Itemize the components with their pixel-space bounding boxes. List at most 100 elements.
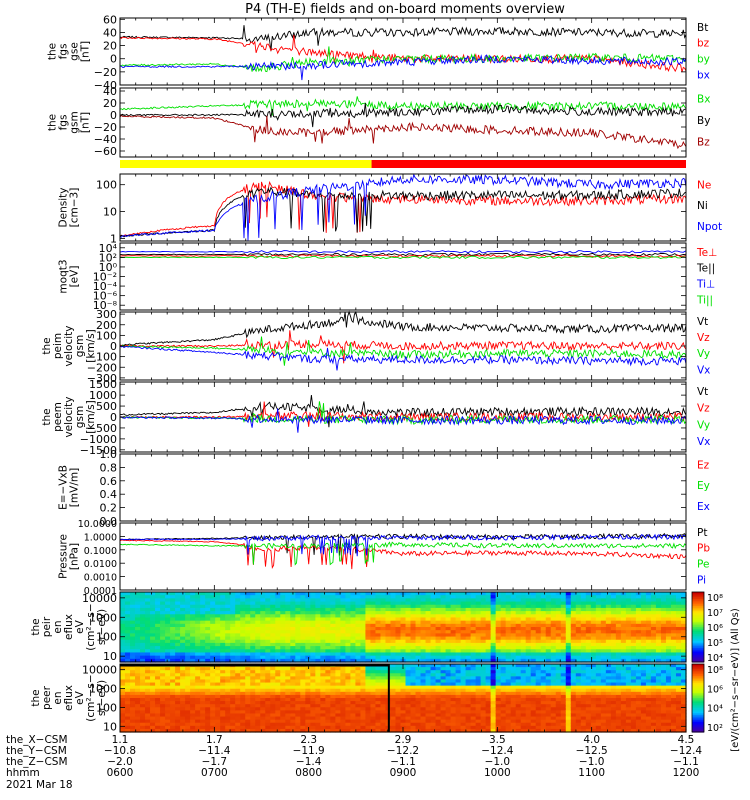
ylabel-line: gse xyxy=(69,42,81,61)
xaxis-tick-hour: 1100 xyxy=(578,767,605,779)
xaxis-tick-z: −1.0 xyxy=(485,756,511,768)
ytick-label: 10⁻² xyxy=(93,271,117,284)
xaxis-tick-y: −11.4 xyxy=(198,745,230,757)
legend-pressure-pt: Pt xyxy=(697,527,707,539)
legend-density-ni: Ni xyxy=(697,200,708,212)
ylabel-line: (cm²−s− xyxy=(85,603,97,650)
ytick-label: 10⁻⁶ xyxy=(93,290,118,303)
ytick-label: 100 xyxy=(96,631,117,644)
ytick-label: 0 xyxy=(110,411,117,424)
ylabel-line: [nPa] xyxy=(69,543,81,570)
legend-efield-ez: Ez xyxy=(697,459,710,471)
panel-frame xyxy=(119,242,687,311)
peer-spec-image xyxy=(120,664,687,733)
ylabel-line: peir xyxy=(41,616,53,637)
legend-efield-ex: Ex xyxy=(697,501,710,513)
panel-frame xyxy=(119,522,687,591)
ylabel-line: the xyxy=(41,408,53,425)
panel-pressure: 10.00001.00000.10000.01000.00100.0001Pre… xyxy=(58,519,711,597)
ylabel-line: the xyxy=(30,689,42,706)
ylabel-density: Density [cm−3] xyxy=(58,188,81,228)
xaxis-tick-z: −1.1 xyxy=(673,756,699,768)
ytick-label: 100 xyxy=(96,329,117,342)
xaxis-tick-y: −11.9 xyxy=(293,745,325,757)
colorbar-tick: 10⁶ xyxy=(707,684,723,695)
ytick-label: 0.6 xyxy=(100,475,118,488)
xaxis-row-label: the_X−CSM xyxy=(6,734,68,746)
ytick-label: 0.4 xyxy=(100,488,118,501)
series-temperature-0 xyxy=(119,250,687,254)
colorbar-tick: 10² xyxy=(707,723,723,734)
ylabel-line: [mV/m] xyxy=(69,468,81,507)
xaxis-tick-x: 3.5 xyxy=(489,734,506,746)
legend-peem-velocity-vz: Vz xyxy=(697,403,710,415)
colorbar-0 xyxy=(691,591,705,663)
ylabel-peer-spec: the peer en eflux eV (cm²−s− sr−eV) xyxy=(30,674,108,721)
xaxis-tick-x: 4.5 xyxy=(678,734,695,746)
ylabel-line: eflux xyxy=(63,685,75,711)
xaxis-row-label: the_Y−CSM xyxy=(6,745,67,757)
ytick-label: −500 xyxy=(87,422,117,435)
ytick-label: 10² xyxy=(99,251,117,264)
ytick-label: 300 xyxy=(96,308,117,321)
ytick-label: 10 xyxy=(103,206,117,219)
xaxis-tick-hour: 0900 xyxy=(390,767,417,779)
ytick-label: 10 xyxy=(103,650,117,663)
xaxis-tick-y: −12.4 xyxy=(670,745,702,757)
ytick-label: 1000 xyxy=(89,683,117,696)
xaxis-tick-hour: 0600 xyxy=(107,767,134,779)
ylabel-temperature: moqt3 [eV] xyxy=(58,259,81,293)
ytick-label: 1000 xyxy=(89,611,117,624)
legend-peim-velocity-vx: Vx xyxy=(697,364,710,376)
panel-frame xyxy=(119,17,687,86)
ylabel-fgs-gse: the fgs gse [nT] xyxy=(47,41,92,62)
ytick-label: 0.2 xyxy=(100,502,118,515)
ylabel-line: E=−VxB xyxy=(58,465,70,510)
ylabel-line: Pressure xyxy=(58,534,70,579)
xaxis-tick-z: −1.4 xyxy=(296,756,322,768)
colorbar-tick: 10⁶ xyxy=(707,623,723,634)
ytick-label: 0.0100 xyxy=(84,559,117,570)
series-fgs-gsm-bz xyxy=(119,114,687,150)
xaxis-tick-x: 4.0 xyxy=(583,734,600,746)
legend-fgs-gse-bz: bz xyxy=(697,38,710,50)
ylabel-line: peim xyxy=(52,333,64,359)
colorbar-1 xyxy=(691,663,705,733)
ytick-label: 1.0000 xyxy=(84,532,117,543)
ytick-label: 1.0 xyxy=(100,448,118,461)
ylabel-line: eV xyxy=(74,619,86,633)
legend-peim-velocity-vy: Vy xyxy=(697,348,710,360)
ylabel-line: Density xyxy=(58,188,70,228)
legend-peem-velocity-vx: Vx xyxy=(697,436,710,448)
status-bar-yellow xyxy=(120,160,372,168)
xaxis-tick-y: −12.5 xyxy=(576,745,608,757)
legend-fgs-gsm-bz: Bz xyxy=(697,137,710,149)
ylabel-line: [nT] xyxy=(80,112,92,133)
ylabel-line: fgs xyxy=(58,115,70,131)
ytick-label: 0 xyxy=(110,109,117,122)
series-density-npot xyxy=(119,173,687,241)
colorbar-tick: 10⁴ xyxy=(707,704,723,715)
ylabel-line: moqt3 xyxy=(58,259,70,293)
ytick-label: −40 xyxy=(94,133,117,146)
ylabel-line: velocity xyxy=(63,325,75,366)
ytick-label: −20 xyxy=(94,66,117,79)
series-peem-velocity-vt xyxy=(119,394,687,428)
ytick-label: 20 xyxy=(103,97,117,110)
ytick-label: 60 xyxy=(103,13,117,26)
ylabel-fgs-gsm: the fgs gsm [nT] xyxy=(47,111,92,133)
legend-peem-velocity-vy: Vy xyxy=(697,419,710,431)
xaxis-tick-y: −10.8 xyxy=(104,745,136,757)
colorbar-label: [eV/(cm²−s−sr−eV)] (All Qs) xyxy=(730,608,741,752)
ytick-label: 40 xyxy=(103,26,117,39)
ytick-label: 10 xyxy=(103,720,117,733)
ytick-label: 100 xyxy=(96,701,117,714)
xaxis-tick-x: 2.9 xyxy=(395,734,412,746)
ytick-label: 0 xyxy=(110,53,117,66)
